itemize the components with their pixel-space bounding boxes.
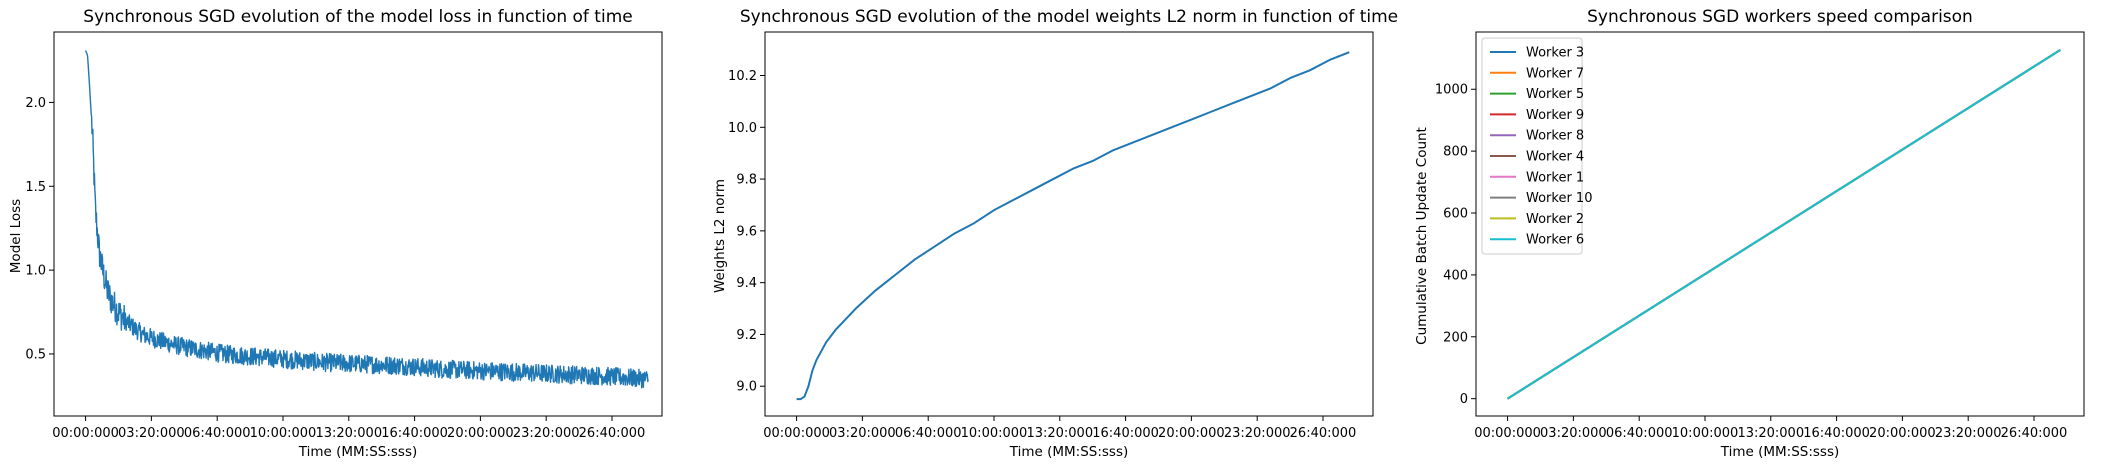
loss-xtick-label: 13:20:000 xyxy=(315,426,382,441)
loss-xtick-label: 03:20:000 xyxy=(118,426,185,441)
worker-speed-chart-frame xyxy=(1475,31,2085,417)
worker-speed-ytick-label: 600 xyxy=(1443,207,1468,222)
legend-label: Worker 2 xyxy=(1526,212,1584,227)
weights-norm-line-series xyxy=(796,51,1350,401)
weights-norm-xtick-label: 13:20:000 xyxy=(1026,426,1093,441)
worker-speed-ytick-label: 400 xyxy=(1443,268,1468,283)
worker-speed-chart-ylabel: Cumulative Batch Update Count xyxy=(1414,127,1430,345)
worker-speed-xtick-label: 00:00:000 xyxy=(1474,426,1541,441)
loss-ytick-label: 1.5 xyxy=(25,180,46,195)
worker-speed-ytick-label: 800 xyxy=(1443,145,1468,160)
worker-speed-xtick-label: 23:20:000 xyxy=(1935,426,2002,441)
worker-speed-xtick-label: 10:00:000 xyxy=(1672,426,1739,441)
weights-norm-xtick-label: 06:40:000 xyxy=(895,426,962,441)
loss-xtick-label: 23:20:000 xyxy=(513,426,580,441)
worker-speed-xtick-label: 06:40:000 xyxy=(1606,426,1673,441)
loss-line-series xyxy=(84,50,649,389)
weights-norm-xtick-label: 23:20:000 xyxy=(1224,426,1291,441)
weights-norm-xtick-label: 16:40:000 xyxy=(1092,426,1159,441)
loss-xtick-label: 16:40:000 xyxy=(381,426,448,441)
weights-norm-ytick-label: 10.2 xyxy=(728,69,757,84)
loss-xtick-label: 10:00:000 xyxy=(250,426,317,441)
worker-speed-xtick-label: 03:20:000 xyxy=(1540,426,1607,441)
weights-norm-chart-title: Synchronous SGD evolution of the model w… xyxy=(740,7,1398,27)
loss-chart-xlabel: Time (MM:SS:sss) xyxy=(298,444,418,460)
weights-norm-ytick-label: 9.8 xyxy=(736,173,757,188)
weights-norm-ytick-label: 9.4 xyxy=(736,276,757,291)
weights-norm-xtick-label: 20:00:000 xyxy=(1158,426,1225,441)
loss-chart-title: Synchronous SGD evolution of the model l… xyxy=(83,7,632,27)
weights-norm-xtick-label: 26:40:000 xyxy=(1290,426,1357,441)
legend-label: Worker 6 xyxy=(1526,233,1584,248)
legend-label: Worker 9 xyxy=(1526,108,1584,123)
worker-speed-chart-title: Synchronous SGD workers speed comparison xyxy=(1587,7,1973,27)
weights-norm-xtick-label: 00:00:000 xyxy=(763,426,830,441)
loss-chart-frame xyxy=(53,31,663,417)
loss-ytick-label: 0.5 xyxy=(25,347,46,362)
worker-speed-line-worker-6 xyxy=(1507,49,2061,400)
worker-speed-ytick-label: 0 xyxy=(1460,392,1468,407)
worker-speed-ytick-label: 1000 xyxy=(1435,83,1468,98)
worker-speed-legend: Worker 3 Worker 7 Worker 5 Worker 9 Worker 8… xyxy=(1481,37,1592,255)
legend-label: Worker 7 xyxy=(1526,66,1584,81)
legend-box xyxy=(1481,37,1583,255)
worker-speed-ytick-label: 200 xyxy=(1443,330,1468,345)
loss-ytick-label: 2.0 xyxy=(25,96,46,111)
weights-norm-xtick-label: 03:20:000 xyxy=(829,426,896,441)
worker-speed-xtick-label: 20:00:000 xyxy=(1869,426,1936,441)
loss-xtick-label: 00:00:000 xyxy=(52,426,119,441)
legend-label: Worker 8 xyxy=(1526,129,1584,144)
legend-label: Worker 1 xyxy=(1526,170,1584,185)
weights-norm-ytick-label: 9.6 xyxy=(736,224,757,239)
loss-xtick-label: 20:00:000 xyxy=(447,426,514,441)
legend-label: Worker 5 xyxy=(1526,87,1584,102)
loss-chart-ylabel: Model Loss xyxy=(8,199,24,273)
loss-xtick-label: 06:40:000 xyxy=(184,426,251,441)
worker-speed-chart-xlabel: Time (MM:SS:sss) xyxy=(1720,444,1840,460)
legend-label: Worker 3 xyxy=(1526,46,1584,61)
loss-xtick-label: 26:40:000 xyxy=(579,426,646,441)
weights-norm-chart-ylabel: Weights L2 norm xyxy=(712,179,728,293)
weights-norm-chart-xlabel: Time (MM:SS:sss) xyxy=(1009,444,1129,460)
worker-speed-xtick-label: 26:40:000 xyxy=(2001,426,2068,441)
weights-norm-ytick-label: 10.0 xyxy=(728,121,757,136)
weights-norm-ytick-label: 9.2 xyxy=(736,328,757,343)
weights-norm-xtick-label: 10:00:000 xyxy=(961,426,1028,441)
worker-speed-chart: Synchronous SGD workers speed comparison… xyxy=(1414,7,2085,460)
loss-ytick-label: 1.0 xyxy=(25,264,46,279)
weights-norm-chart-frame xyxy=(764,31,1374,417)
legend-label: Worker 10 xyxy=(1526,191,1592,206)
worker-speed-xtick-label: 16:40:000 xyxy=(1803,426,1870,441)
weights-norm-chart: Synchronous SGD evolution of the model w… xyxy=(712,7,1398,460)
loss-chart: Synchronous SGD evolution of the model l… xyxy=(8,7,663,460)
weights-norm-ytick-label: 9.0 xyxy=(736,380,757,395)
worker-speed-xtick-label: 13:20:000 xyxy=(1737,426,1804,441)
legend-label: Worker 4 xyxy=(1526,150,1584,165)
